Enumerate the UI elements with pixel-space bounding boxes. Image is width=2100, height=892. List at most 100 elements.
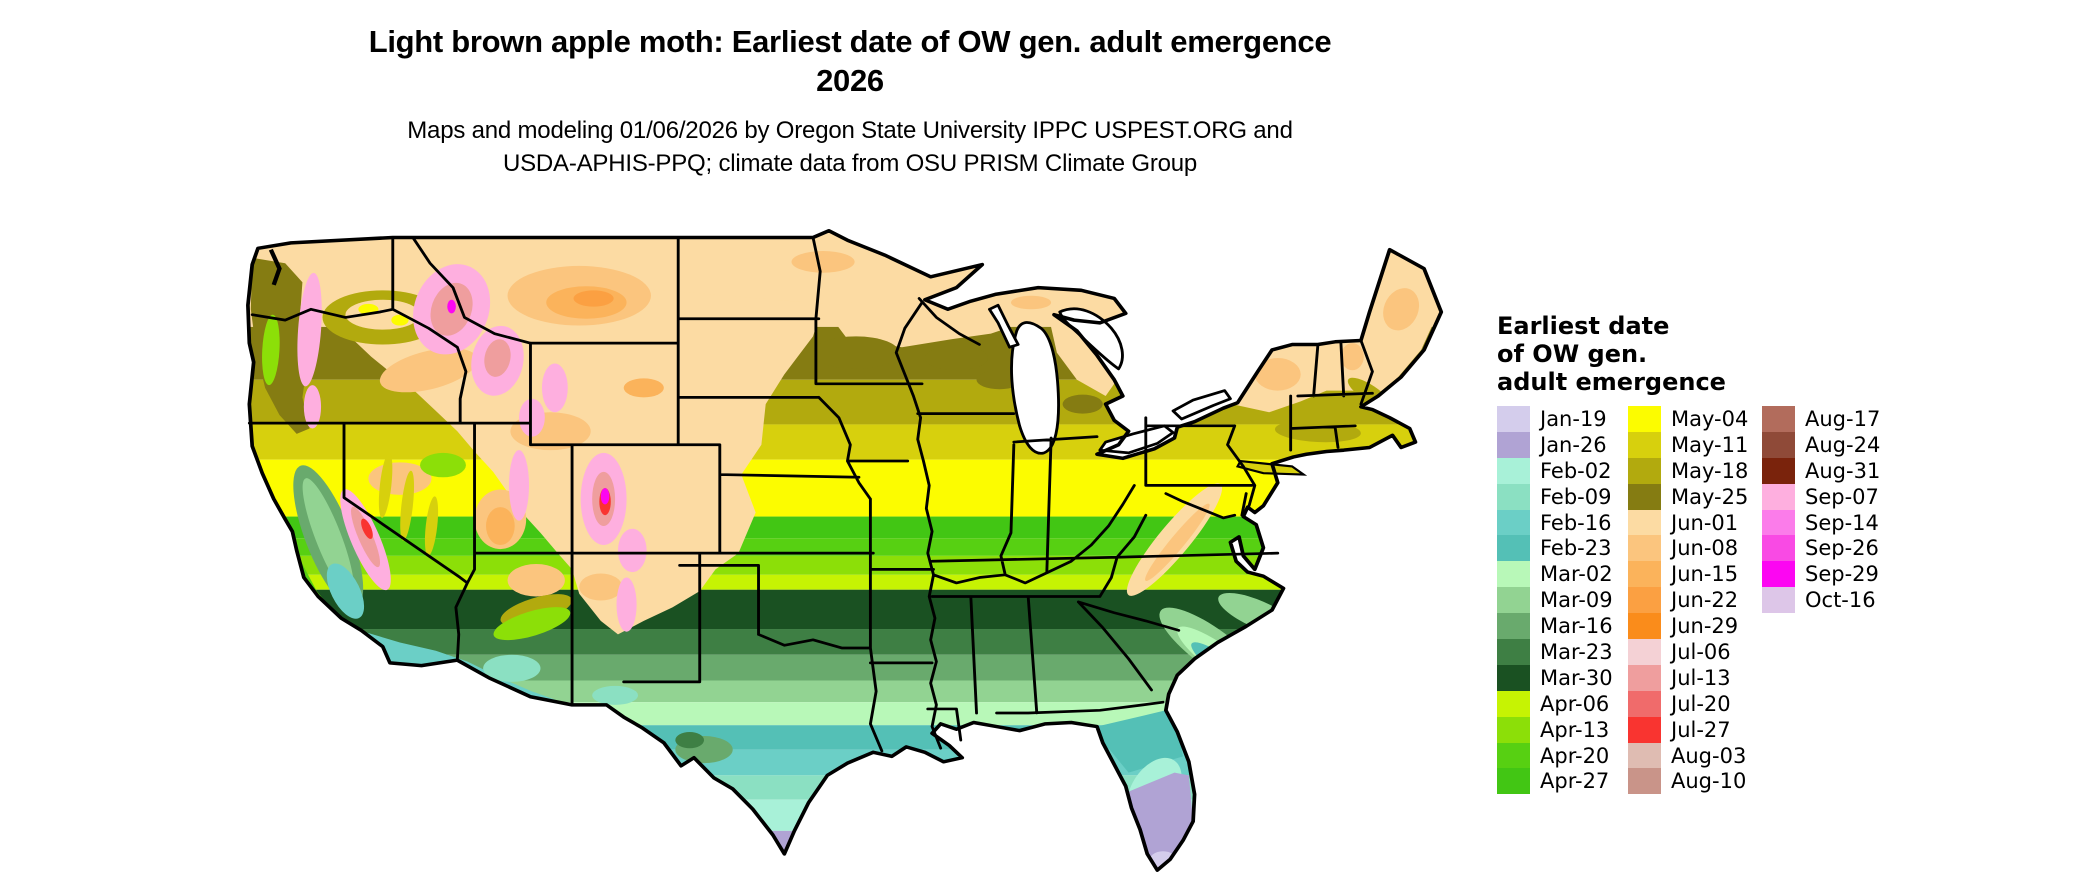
mountain-wasatch-pink [508, 450, 530, 521]
legend-entry: Jun-29 [1628, 613, 1748, 640]
legend-date-label: Sep-26 [1805, 536, 1879, 561]
legend-date-label: Aug-03 [1671, 743, 1747, 768]
legend-color-swatch [1497, 509, 1530, 536]
region-davis-mtns-dark-green [675, 731, 705, 749]
legend-date-label: Mar-16 [1540, 614, 1613, 639]
legend-color-swatch [1628, 742, 1661, 769]
legend-entry: Aug-03 [1628, 742, 1748, 769]
region-appalachians-orange [1145, 503, 1210, 581]
region-snake-plain-orange [379, 348, 478, 393]
legend-date-label: May-25 [1671, 484, 1749, 509]
legend-color-swatch [1628, 768, 1661, 795]
legend-entry: Sep-14 [1762, 509, 1880, 536]
map-subtitle: Maps and modeling 01/06/2026 by Oregon S… [100, 114, 1600, 180]
legend-color-swatch [1497, 716, 1530, 743]
legend-color-swatch [1497, 664, 1530, 691]
legend-entry: Jun-01 [1628, 509, 1748, 536]
legend-entry: Mar-23 [1497, 639, 1613, 665]
legend-color-swatch [1497, 535, 1530, 562]
legend-color-swatch [1628, 406, 1661, 432]
band-jan-26 [247, 830, 1442, 871]
legend-date-label: Feb-09 [1540, 484, 1612, 509]
map-title-line1: Light brown apple moth: Earliest date of… [368, 24, 1332, 59]
legend-date-label: Mar-23 [1540, 639, 1613, 664]
legend-date-label: Jul-13 [1671, 665, 1731, 690]
legend-date-label: Mar-02 [1540, 562, 1613, 587]
legend-entry: Mar-09 [1497, 587, 1613, 614]
legend-color-swatch [1497, 431, 1530, 458]
legend-date-label: Feb-02 [1540, 458, 1612, 483]
region-se-coast-teal [1191, 642, 1279, 708]
mountain-cascades-pink2 [303, 385, 322, 429]
green-bay [988, 303, 1020, 349]
region-pnw-coastal-olive [250, 257, 310, 434]
legend-entry: Feb-16 [1497, 509, 1613, 536]
legend-date-label: Apr-06 [1540, 691, 1610, 716]
mountain-bighorn-pink [541, 363, 568, 413]
region-utah-orange2 [486, 507, 515, 546]
legend-color-swatch [1628, 613, 1661, 640]
legend-column-3: Aug-17 Aug-24 Aug-31 Sep-07 [1762, 406, 1881, 614]
legend-date-label: Jun-15 [1671, 562, 1739, 587]
region-willamette-green [262, 314, 280, 386]
legend-date-label: Aug-17 [1805, 406, 1881, 431]
region-minnesota-olive-patch [813, 336, 900, 369]
region-montana-orange3 [573, 290, 614, 307]
legend-color-swatch [1497, 561, 1530, 588]
legend-entry: Mar-02 [1497, 561, 1613, 588]
legend-color-swatch [1628, 716, 1661, 743]
mountain-magenta-speck2 [600, 488, 610, 505]
region-adirondacks-orange [1254, 358, 1301, 391]
legend-date-label: Mar-09 [1540, 588, 1613, 613]
band-apr-13 [247, 555, 1442, 575]
legend-date-label: Apr-13 [1540, 717, 1610, 742]
us-outline [246, 228, 1444, 872]
legend-column-1: Jan-19 Jan-26 Feb-02 Feb-09 [1497, 406, 1613, 795]
band-feb-02 [247, 799, 1442, 831]
region-desert-light-teal [405, 665, 452, 685]
legend-entry: Jul-20 [1628, 690, 1748, 717]
legend-date-label: May-04 [1671, 406, 1749, 431]
region-maine-orange [1383, 288, 1420, 331]
legend-color-swatch [1497, 613, 1530, 640]
region-upper-peninsula-orange [1010, 295, 1052, 310]
map-title-year: 2026 [816, 63, 884, 98]
legend-entry: May-18 [1628, 457, 1748, 484]
band-mar-02 [247, 702, 1442, 726]
legend-title-line3: adult emergence [1497, 368, 1726, 396]
legend-color-swatch [1628, 457, 1661, 484]
legend-date-label: Sep-07 [1805, 484, 1879, 509]
region-dakotas-orange [623, 378, 664, 398]
legend-color-swatch [1762, 535, 1795, 562]
legend-date-label: Aug-31 [1805, 458, 1881, 483]
legend-color-swatch [1628, 561, 1661, 588]
legend-color-swatch [1497, 483, 1530, 510]
band-feb-23 [247, 725, 1442, 750]
legend-date-label: Mar-30 [1540, 665, 1613, 690]
mountain-nm-pink [616, 577, 637, 632]
legend-color-swatch [1497, 768, 1530, 795]
region-n-florida-teal [1097, 710, 1184, 773]
legend-entry: Jun-08 [1628, 535, 1748, 562]
legend-entry: May-11 [1628, 431, 1748, 458]
region-wisconsin-olive-patch [924, 345, 989, 371]
legend-date-label: Aug-24 [1805, 432, 1881, 457]
region-nevada-ridge2 [400, 470, 415, 541]
legend-entry: Jun-22 [1628, 587, 1748, 614]
legend-date-label: Feb-23 [1540, 536, 1612, 561]
legend-title: Earliest date of OW gen. adult emergence [1497, 312, 2057, 396]
legend-entry: May-04 [1628, 406, 1748, 432]
legend-date-label: Jan-26 [1540, 432, 1607, 457]
legend-color-swatch [1497, 406, 1530, 432]
legend-title-line2: of OW gen. [1497, 340, 1648, 368]
legend-entry: Sep-26 [1762, 535, 1880, 562]
region-michigan-olive-patch [1062, 394, 1103, 414]
legend-entry: Oct-16 [1762, 587, 1880, 614]
lake-michigan [1010, 321, 1060, 455]
map-subtitle-line2: USDA-APHIS-PPQ; climate data from OSU PR… [502, 150, 1198, 177]
legend-color-swatch [1762, 483, 1795, 510]
legend-entry: Sep-29 [1762, 561, 1880, 588]
band-feb-16 [247, 749, 1442, 776]
legend-entry: Jan-26 [1497, 431, 1613, 458]
region-nm-plateau-orange [579, 573, 623, 601]
